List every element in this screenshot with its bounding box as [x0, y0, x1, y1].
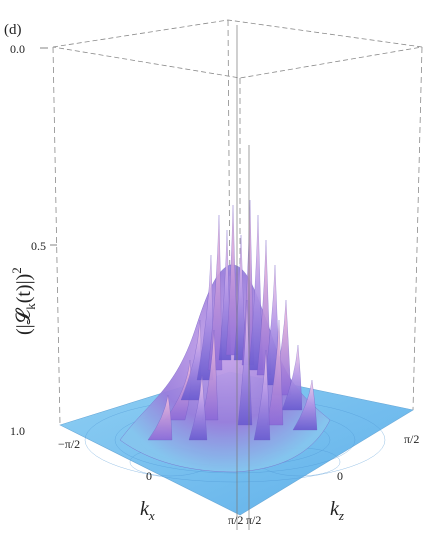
z-label-sup: 2: [9, 267, 24, 274]
surface-spike: [188, 374, 208, 441]
kx-tick-max: π/2: [228, 513, 243, 527]
kz-axis-label: kz: [330, 498, 344, 523]
kx-tick-min: −π/2: [58, 437, 80, 451]
z-label-sub: k: [23, 303, 38, 310]
surface-spike: [237, 299, 253, 426]
surface-spike: [225, 204, 239, 356]
kx-tick-zero: 0: [146, 469, 152, 483]
z-axis-label: (|𝓛k(t)|)2: [9, 267, 38, 335]
z-label-tail: (t)|): [13, 274, 35, 304]
surface-spike: [180, 319, 202, 401]
panel-label: (d): [4, 22, 22, 38]
box-back-left-edge: [52, 46, 61, 426]
z-tick-mid: 0.5: [31, 239, 46, 253]
surface-spike: [164, 359, 191, 421]
surface-spike: [266, 319, 284, 426]
kz-tick-zero: 0: [337, 469, 343, 483]
kz-tick-min: π/2: [246, 513, 261, 527]
surface-spike: [253, 349, 271, 441]
surface-spike: [201, 329, 219, 421]
kx-axis-label: kx: [140, 498, 155, 523]
z-tick-bottom: 1.0: [10, 424, 25, 438]
surface-spike: [292, 379, 318, 431]
kz-tick-max: π/2: [404, 432, 419, 446]
z-label-main: (|𝓛: [13, 307, 35, 335]
box-back-edge: [227, 19, 231, 301]
surface-spike: [147, 394, 173, 441]
z-tick-top: 0.0: [10, 42, 25, 56]
svg-text:(|𝓛k(t)|)2: (|𝓛k(t)|)2: [9, 267, 38, 335]
box-top-face: [52, 19, 423, 79]
box-back-right-edge: [412, 46, 423, 411]
surface-spike: [281, 344, 303, 411]
